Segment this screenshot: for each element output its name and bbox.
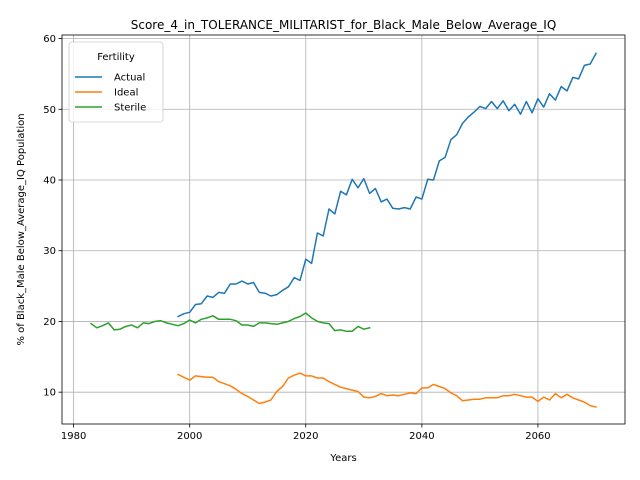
y-tick-label: 40: [43, 175, 56, 186]
y-tick-label: 20: [43, 317, 56, 328]
series-line-actual: [177, 52, 598, 318]
series-line-sterile: [89, 312, 371, 333]
plot-area-frame: [61, 34, 626, 425]
legend-title: Fertility: [97, 52, 135, 63]
series-lines: [89, 52, 598, 408]
chart-title: Score_4_in_TOLERANCE_MILITARIST_for_Blac…: [131, 18, 557, 32]
legend-box: [68, 41, 164, 123]
y-tick-label: 60: [43, 34, 56, 45]
axis-ticks: 1980 2000 2020 2040 2060 10 20 30 40 50 60: [43, 34, 550, 442]
legend-label-sterile: Sterile: [114, 103, 146, 114]
x-tick-label: 2020: [293, 431, 318, 442]
y-tick-label: 30: [43, 246, 56, 257]
legend-label-actual: Actual: [114, 73, 145, 84]
x-tick-label: 2060: [525, 431, 550, 442]
y-axis-label: % of Black_Male Below_Average_IQ Populat…: [16, 113, 27, 345]
y-tick-label: 50: [43, 105, 56, 116]
x-tick-label: 1980: [61, 431, 86, 442]
series-line-ideal: [177, 372, 597, 408]
legend-label-ideal: Ideal: [114, 88, 138, 99]
x-tick-label: 2000: [177, 431, 202, 442]
x-tick-label: 2040: [409, 431, 434, 442]
y-tick-label: 10: [43, 388, 56, 399]
legend: Fertility Actual Ideal Sterile: [68, 41, 164, 123]
x-axis-label: Years: [329, 453, 356, 464]
grid-lines: [62, 35, 625, 424]
